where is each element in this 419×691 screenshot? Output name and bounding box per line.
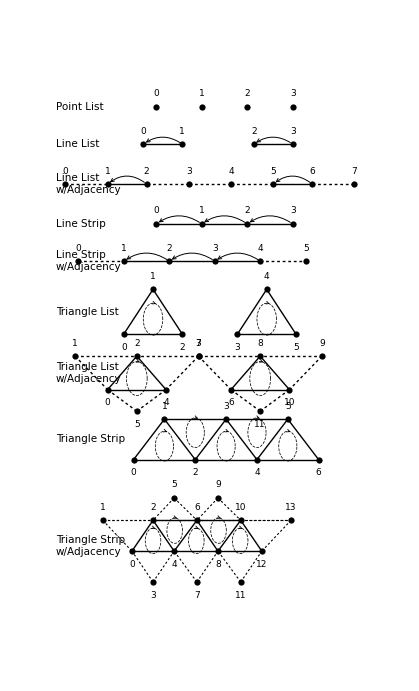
Text: 3: 3 <box>290 207 295 216</box>
Text: 0: 0 <box>105 398 111 407</box>
Text: 2: 2 <box>244 89 250 98</box>
Text: 8: 8 <box>257 339 263 348</box>
Text: 5: 5 <box>293 343 299 352</box>
Text: 7: 7 <box>196 339 202 348</box>
Text: 13: 13 <box>285 503 297 512</box>
Text: 1: 1 <box>179 126 185 135</box>
Text: 3: 3 <box>196 339 202 348</box>
Text: Point List: Point List <box>56 102 103 112</box>
Text: 0: 0 <box>121 343 127 352</box>
Text: 0: 0 <box>129 560 135 569</box>
Text: 6: 6 <box>316 468 321 477</box>
Text: 6: 6 <box>228 398 234 407</box>
Text: 4: 4 <box>264 272 269 281</box>
Text: 1: 1 <box>199 89 204 98</box>
Text: 4: 4 <box>171 560 177 569</box>
Text: Triangle Strip
w/Adjacency: Triangle Strip w/Adjacency <box>56 535 125 557</box>
Text: 2: 2 <box>166 244 172 253</box>
Text: 2: 2 <box>244 207 250 216</box>
Text: 0: 0 <box>62 167 68 176</box>
Text: 8: 8 <box>215 560 221 569</box>
Text: 4: 4 <box>163 398 169 407</box>
Text: 3: 3 <box>290 126 295 135</box>
Text: 6: 6 <box>194 503 200 512</box>
Text: 3: 3 <box>235 343 241 352</box>
Text: 9: 9 <box>319 339 325 348</box>
Text: 1: 1 <box>121 244 127 253</box>
Text: 4: 4 <box>228 167 234 176</box>
Text: 1: 1 <box>150 272 156 281</box>
Text: 4: 4 <box>257 244 263 253</box>
Text: 5: 5 <box>285 401 291 410</box>
Text: 7: 7 <box>352 167 357 176</box>
Text: 0: 0 <box>140 126 146 135</box>
Text: 11: 11 <box>235 591 246 600</box>
Text: 3: 3 <box>186 167 191 176</box>
Text: 11: 11 <box>254 419 266 428</box>
Text: 6: 6 <box>309 167 315 176</box>
Text: 9: 9 <box>215 480 221 489</box>
Text: 3: 3 <box>150 591 156 600</box>
Text: 0: 0 <box>153 207 159 216</box>
Text: 4: 4 <box>254 468 260 477</box>
Text: 3: 3 <box>212 244 217 253</box>
Text: 5: 5 <box>270 167 276 176</box>
Text: 5: 5 <box>303 244 308 253</box>
Text: 0: 0 <box>131 468 137 477</box>
Text: 10: 10 <box>284 398 295 407</box>
Text: 0: 0 <box>75 244 81 253</box>
Text: 2: 2 <box>192 468 198 477</box>
Text: Line List: Line List <box>56 139 99 149</box>
Text: Line List
w/Adjacency: Line List w/Adjacency <box>56 173 121 195</box>
Text: Triangle Strip: Triangle Strip <box>56 435 125 444</box>
Text: 3: 3 <box>223 401 229 410</box>
Text: 2: 2 <box>144 167 149 176</box>
Text: 2: 2 <box>251 126 256 135</box>
Text: 12: 12 <box>256 560 267 569</box>
Text: 7: 7 <box>194 591 200 600</box>
Text: 2: 2 <box>179 343 185 352</box>
Text: Triangle List
w/Adjacency: Triangle List w/Adjacency <box>56 362 121 384</box>
Text: 1: 1 <box>199 207 204 216</box>
Text: 1: 1 <box>100 503 106 512</box>
Text: 1: 1 <box>162 401 167 410</box>
Text: 1: 1 <box>105 167 111 176</box>
Text: 2: 2 <box>150 503 156 512</box>
Text: Triangle List: Triangle List <box>56 307 119 316</box>
Text: 0: 0 <box>153 89 159 98</box>
Text: 3: 3 <box>290 89 295 98</box>
Text: 10: 10 <box>235 503 246 512</box>
Text: 1: 1 <box>72 339 78 348</box>
Text: Line Strip: Line Strip <box>56 219 105 229</box>
Text: 5: 5 <box>171 480 177 489</box>
Text: 2: 2 <box>134 339 140 348</box>
Text: Line Strip
w/Adjacency: Line Strip w/Adjacency <box>56 250 121 272</box>
Text: 5: 5 <box>134 419 140 428</box>
